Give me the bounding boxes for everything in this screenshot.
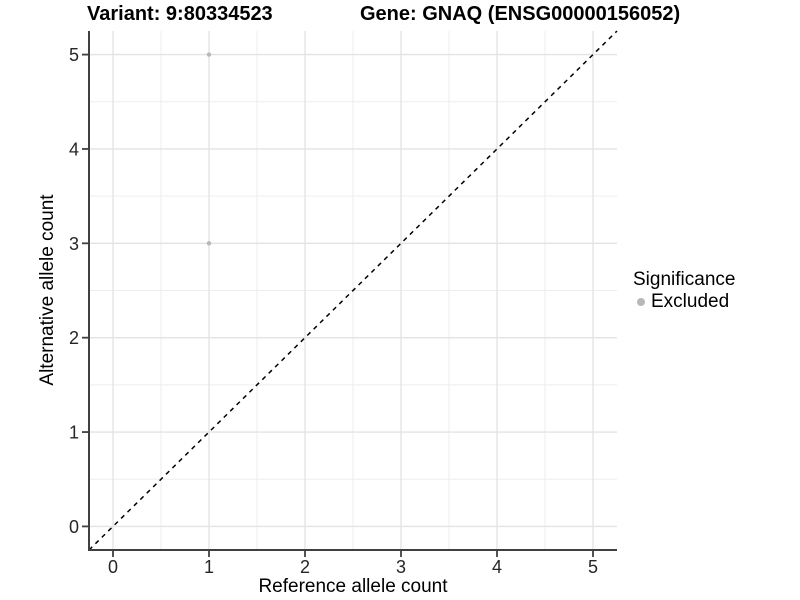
x-tick-label: 5 (588, 557, 598, 577)
identity-line (88, 30, 618, 551)
y-tick-label: 5 (69, 45, 79, 65)
legend-title: Significance (633, 269, 736, 290)
x-tick-label: 2 (300, 557, 310, 577)
plot-title-gene: Gene: GNAQ (ENSG00000156052) (360, 3, 681, 25)
y-tick-label: 3 (69, 234, 79, 254)
legend-item-label: Excluded (651, 291, 730, 312)
x-tick-label: 3 (396, 557, 406, 577)
data-point (206, 52, 212, 57)
x-tick-label: 0 (108, 557, 118, 577)
x-axis-title: Reference allele count (258, 576, 448, 597)
y-tick-label: 4 (69, 139, 79, 159)
y-tick-label: 1 (69, 423, 79, 443)
data-point (206, 241, 212, 246)
y-tick-label: 2 (69, 328, 79, 348)
y-axis-title: Alternative allele count (37, 194, 58, 386)
x-tick-label: 1 (204, 557, 214, 577)
legend: Significance Excluded (633, 268, 735, 313)
plot-title-variant: Variant: 9:80334523 (87, 3, 273, 25)
y-tick-label: 0 (69, 517, 79, 537)
x-tick-label: 4 (492, 557, 502, 577)
excluded-point-icon (637, 298, 645, 306)
legend-item-excluded: Excluded (633, 291, 735, 313)
